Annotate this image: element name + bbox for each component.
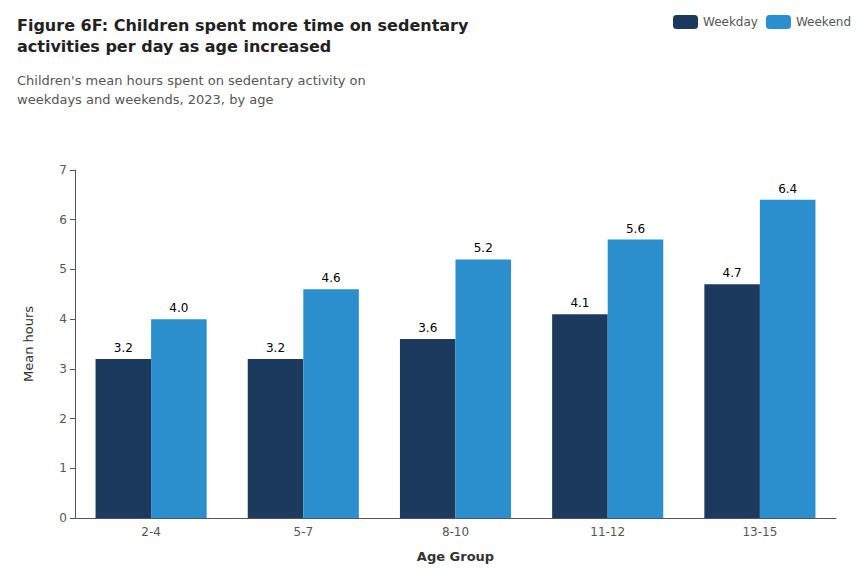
svg-text:6.4: 6.4 xyxy=(778,182,797,196)
svg-text:3: 3 xyxy=(59,362,67,376)
svg-text:5-7: 5-7 xyxy=(293,525,313,539)
svg-text:5.6: 5.6 xyxy=(626,222,645,236)
svg-text:11-12: 11-12 xyxy=(590,525,625,539)
svg-text:7: 7 xyxy=(59,163,67,177)
svg-text:3.2: 3.2 xyxy=(266,341,285,355)
svg-text:13-15: 13-15 xyxy=(742,525,777,539)
svg-text:0: 0 xyxy=(59,511,67,525)
svg-text:2-4: 2-4 xyxy=(141,525,161,539)
svg-text:8-10: 8-10 xyxy=(442,525,469,539)
svg-text:5: 5 xyxy=(59,262,67,276)
svg-text:Weekday: Weekday xyxy=(703,15,758,29)
svg-text:4.7: 4.7 xyxy=(723,266,742,280)
svg-text:4.6: 4.6 xyxy=(322,271,341,285)
svg-text:2: 2 xyxy=(59,412,67,426)
svg-text:3.2: 3.2 xyxy=(114,341,133,355)
svg-text:5.2: 5.2 xyxy=(474,241,493,255)
svg-text:4: 4 xyxy=(59,312,67,326)
svg-text:weekdays and weekends, 2023, b: weekdays and weekends, 2023, by age xyxy=(17,92,273,107)
svg-text:Age Group: Age Group xyxy=(417,549,494,564)
svg-text:Mean hours: Mean hours xyxy=(21,306,36,382)
svg-text:Weekend: Weekend xyxy=(796,15,851,29)
svg-text:3.6: 3.6 xyxy=(418,321,437,335)
svg-text:4.0: 4.0 xyxy=(169,301,188,315)
svg-text:1: 1 xyxy=(59,461,67,475)
svg-text:4.1: 4.1 xyxy=(570,296,589,310)
svg-text:Figure 6F: Children spent more: Figure 6F: Children spent more time on s… xyxy=(17,16,469,35)
svg-text:6: 6 xyxy=(59,213,67,227)
svg-text:Children's mean hours spent on: Children's mean hours spent on sedentary… xyxy=(17,73,366,88)
svg-text:activities per day as age incr: activities per day as age increased xyxy=(17,37,331,56)
